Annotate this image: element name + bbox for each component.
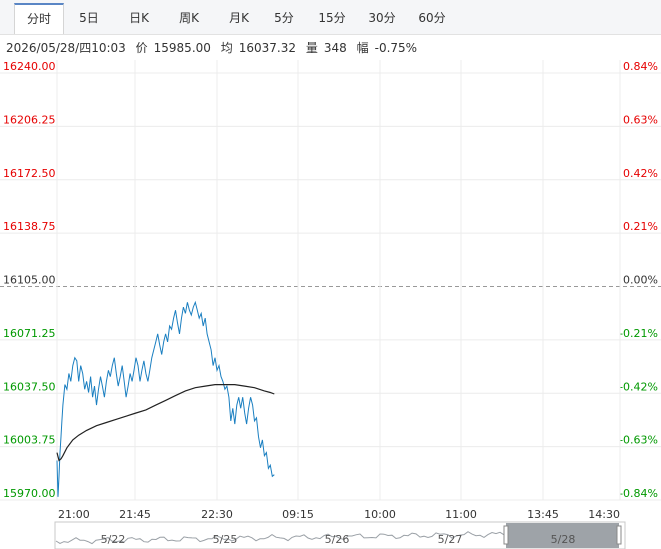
price-tick-4: 16105.00 — [3, 274, 56, 287]
tab-0[interactable]: 分时 — [14, 3, 64, 34]
price-tick-2: 16172.50 — [3, 167, 56, 180]
tab-8[interactable]: 60分 — [418, 11, 446, 25]
time-tick-4: 10:00 — [364, 508, 396, 521]
quote-change-label: 幅 — [356, 41, 369, 55]
time-tick-7: 14:30 — [588, 508, 620, 521]
time-tick-2: 22:30 — [201, 508, 233, 521]
tab-4[interactable]: 月K — [229, 11, 249, 25]
time-tick-5: 11:00 — [445, 508, 477, 521]
tab-2[interactable]: 日K — [129, 11, 149, 25]
price-tick-8: 15970.00 — [3, 487, 56, 500]
price-tick-5: 16071.25 — [3, 327, 56, 340]
quote-price: 15985.00 — [153, 41, 211, 55]
pct-tick-5: -0.21% — [619, 327, 658, 340]
quote-price-label: 价 — [135, 41, 148, 55]
pct-tick-6: -0.42% — [619, 380, 658, 393]
time-tick-6: 13:45 — [527, 508, 559, 521]
tab-1[interactable]: 5日 — [79, 11, 99, 25]
pct-tick-0: 0.84% — [623, 60, 658, 73]
price-tick-3: 16138.75 — [3, 220, 56, 233]
quote-volume: 348 — [323, 41, 347, 55]
average-line — [56, 384, 275, 462]
quote-avg: 16037.32 — [238, 41, 297, 55]
tab-7[interactable]: 30分 — [368, 11, 396, 25]
price-tick-0: 16240.00 — [3, 60, 56, 73]
pct-tick-4: 0.00% — [623, 274, 658, 287]
navigator-date-1: 5/25 — [213, 533, 238, 546]
navigator-date-4: 5/28 — [551, 533, 576, 546]
pct-tick-7: -0.63% — [619, 434, 658, 447]
price-tick-6: 16037.50 — [3, 380, 56, 393]
navigator-date-3: 5/27 — [438, 533, 463, 546]
navigator-selection — [506, 523, 619, 548]
quote-datetime: 2026/05/28/四10:03 — [6, 41, 126, 55]
pct-tick-3: 0.21% — [623, 220, 658, 233]
time-tick-1: 21:45 — [119, 508, 151, 521]
navigator-handle-left — [503, 525, 509, 545]
navigator-date-0: 5/22 — [101, 533, 126, 546]
quote-volume-label: 量 — [305, 41, 318, 55]
price-tick-1: 16206.25 — [3, 113, 56, 126]
time-tick-0: 21:00 — [58, 508, 90, 521]
quote-change: -0.75% — [374, 41, 418, 55]
pct-tick-1: 0.63% — [623, 113, 658, 126]
navigator-mini-line — [55, 531, 513, 545]
time-tick-3: 09:15 — [282, 508, 314, 521]
price-line — [56, 300, 275, 497]
tab-3[interactable]: 周K — [179, 11, 199, 25]
tab-5[interactable]: 5分 — [274, 11, 294, 25]
period-tab-bar: 分时 5日 日K 周K 月K 5分 15分 30分 60分 — [0, 0, 661, 35]
intraday-chart[interactable]: 16240.00 0.84% 16206.25 0.63% 16172.50 0.42% 1… — [0, 60, 661, 549]
quote-avg-label: 均 — [220, 41, 233, 55]
navigator-handle-right — [616, 525, 622, 545]
pct-tick-8: -0.84% — [619, 487, 658, 500]
navigator-date-2: 5/26 — [325, 533, 350, 546]
pct-tick-2: 0.42% — [623, 167, 658, 180]
tab-6[interactable]: 15分 — [318, 11, 346, 25]
price-tick-7: 16003.75 — [3, 434, 56, 447]
